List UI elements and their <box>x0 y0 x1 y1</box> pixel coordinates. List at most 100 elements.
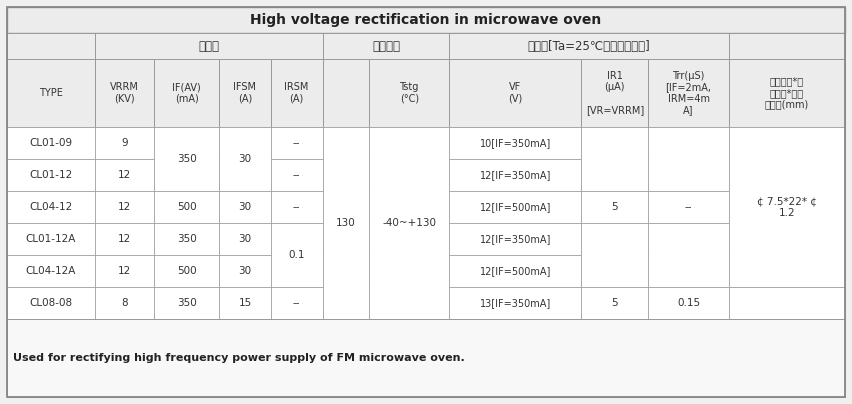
Text: IR1
(μA)

[VR=VRRM]: IR1 (μA) [VR=VRRM] <box>585 71 644 116</box>
Text: 350: 350 <box>177 234 197 244</box>
Text: CL01-12A: CL01-12A <box>26 234 76 244</box>
Bar <box>219 255 271 287</box>
Bar <box>369 159 449 191</box>
Bar <box>219 223 271 255</box>
Bar <box>581 255 648 287</box>
Bar <box>271 223 323 287</box>
Text: 10[IF=350mA]: 10[IF=350mA] <box>480 138 551 148</box>
Text: --: -- <box>293 298 301 308</box>
Text: 12: 12 <box>118 170 131 180</box>
Bar <box>369 255 449 287</box>
Text: CL01-09: CL01-09 <box>30 138 72 148</box>
Bar <box>581 223 648 287</box>
Text: 5: 5 <box>612 202 618 212</box>
Bar <box>728 127 845 287</box>
Bar <box>728 287 845 319</box>
Text: High voltage rectification in microwave oven: High voltage rectification in microwave … <box>250 13 602 27</box>
Bar <box>369 127 449 159</box>
Text: 13[IF=350mA]: 13[IF=350mA] <box>480 298 551 308</box>
Text: 12: 12 <box>118 234 131 244</box>
Bar <box>95 191 154 223</box>
Text: 额定值: 额定值 <box>199 40 219 53</box>
Text: CL04-12: CL04-12 <box>29 202 72 212</box>
Text: 温度条件: 温度条件 <box>372 40 400 53</box>
Bar <box>271 127 323 159</box>
Bar <box>648 287 728 319</box>
Bar <box>728 255 845 287</box>
Text: CL01-12: CL01-12 <box>29 170 72 180</box>
Text: 500: 500 <box>177 202 197 212</box>
Text: 5: 5 <box>612 298 618 308</box>
Bar <box>7 223 95 255</box>
Bar <box>581 127 648 191</box>
Text: Tstg
(°C): Tstg (°C) <box>400 82 419 104</box>
Bar <box>323 287 369 319</box>
Bar <box>323 223 369 255</box>
Bar <box>449 127 581 159</box>
Text: --: -- <box>293 202 301 212</box>
Bar <box>323 59 369 127</box>
Bar <box>154 59 219 127</box>
Text: 8: 8 <box>121 298 128 308</box>
Text: 350: 350 <box>177 298 197 308</box>
Bar <box>648 191 728 223</box>
Bar <box>449 191 581 223</box>
Bar <box>449 33 728 59</box>
Text: ¢ 7.5*22* ¢
1.2: ¢ 7.5*22* ¢ 1.2 <box>757 196 817 218</box>
Bar <box>271 191 323 223</box>
Bar <box>728 223 845 255</box>
Bar <box>219 191 271 223</box>
Bar <box>271 287 323 319</box>
Text: -40~+130: -40~+130 <box>383 218 436 228</box>
Bar <box>271 255 323 287</box>
Text: 12: 12 <box>118 202 131 212</box>
Bar <box>728 59 845 127</box>
Text: 30: 30 <box>239 266 251 276</box>
Text: 350: 350 <box>177 154 197 164</box>
Text: 15: 15 <box>239 298 251 308</box>
Bar <box>728 191 845 223</box>
Text: 0.1: 0.1 <box>289 250 305 260</box>
Text: 12: 12 <box>118 266 131 276</box>
Text: 12[IF=500mA]: 12[IF=500mA] <box>480 266 551 276</box>
Text: 9: 9 <box>121 138 128 148</box>
Text: 管体直径*管
体长度*引出
线直径(mm): 管体直径*管 体长度*引出 线直径(mm) <box>765 76 809 109</box>
Bar <box>449 223 581 255</box>
Text: --: -- <box>685 202 693 212</box>
Bar <box>369 127 449 319</box>
Bar <box>369 191 449 223</box>
Bar <box>581 191 648 223</box>
Bar <box>323 127 369 159</box>
Bar <box>7 255 95 287</box>
Text: Trr(μS)
[IF=2mA,
IRM=4m
A]: Trr(μS) [IF=2mA, IRM=4m A] <box>665 71 711 116</box>
Bar <box>154 191 219 223</box>
Bar <box>95 159 154 191</box>
Bar <box>219 159 271 191</box>
Text: --: -- <box>293 138 301 148</box>
Text: 0.15: 0.15 <box>677 298 700 308</box>
Bar <box>154 127 219 191</box>
Bar <box>581 127 648 159</box>
Bar <box>648 59 728 127</box>
Bar <box>369 59 449 127</box>
Bar <box>7 191 95 223</box>
Bar <box>449 255 581 287</box>
Bar <box>648 223 728 255</box>
Bar <box>449 59 581 127</box>
Text: 12[IF=500mA]: 12[IF=500mA] <box>480 202 551 212</box>
Bar <box>219 127 271 159</box>
Text: 500: 500 <box>177 266 197 276</box>
Text: IFSM
(A): IFSM (A) <box>233 82 256 104</box>
Text: 12[IF=350mA]: 12[IF=350mA] <box>480 234 551 244</box>
Text: 30: 30 <box>239 202 251 212</box>
Text: 130: 130 <box>336 218 355 228</box>
Bar <box>728 159 845 191</box>
Bar <box>581 59 648 127</box>
Bar <box>648 255 728 287</box>
Bar <box>219 127 271 191</box>
Bar <box>271 223 323 255</box>
Bar <box>95 59 154 127</box>
Text: 30: 30 <box>239 154 251 164</box>
Text: IF(AV)
(mA): IF(AV) (mA) <box>172 82 201 104</box>
Bar <box>648 223 728 287</box>
